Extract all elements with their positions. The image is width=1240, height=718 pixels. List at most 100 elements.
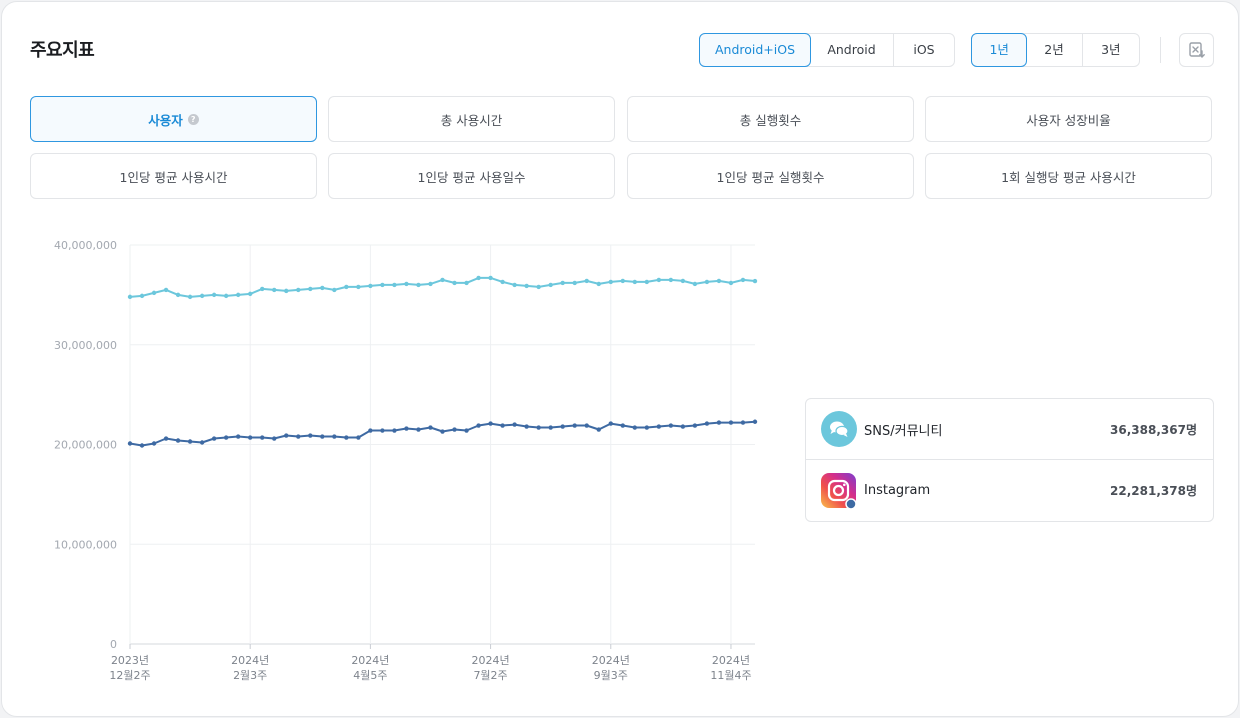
y-tick-label: 10,000,000 xyxy=(54,538,117,551)
data-point-instagram xyxy=(344,435,349,440)
period-option-2y[interactable]: 2년 xyxy=(1026,34,1083,66)
data-point-instagram xyxy=(596,427,601,432)
metric-tab-users[interactable]: 사용자 ? xyxy=(30,96,317,142)
metric-tab-user-growth-rate[interactable]: 사용자 성장비율 xyxy=(925,96,1212,142)
data-point-instagram xyxy=(536,425,541,430)
data-point-instagram xyxy=(644,425,650,430)
x-tick-label: 11월4주 xyxy=(710,669,751,682)
data-point-sns xyxy=(632,279,638,285)
x-tick-label: 2월3주 xyxy=(233,669,267,682)
legend-name: Instagram xyxy=(864,483,931,498)
data-point-instagram xyxy=(476,423,481,428)
data-point-sns xyxy=(524,283,529,289)
data-point-instagram xyxy=(272,436,277,441)
data-point-instagram xyxy=(320,434,325,439)
data-point-sns xyxy=(404,281,409,287)
metric-tab-total-launches[interactable]: 총 실행횟수 xyxy=(627,96,914,142)
metric-tab-total-usage-time[interactable]: 총 사용시간 xyxy=(328,96,615,142)
data-point-sns xyxy=(199,293,205,299)
legend-item-sns[interactable]: SNS/커뮤니티 36,388,367명 xyxy=(806,399,1213,460)
data-point-sns xyxy=(320,285,325,291)
metric-tab-label: 사용자 xyxy=(148,112,183,128)
data-point-instagram xyxy=(404,426,409,431)
data-point-instagram xyxy=(199,440,205,445)
data-point-instagram xyxy=(560,424,565,429)
x-tick-label: 7월2주 xyxy=(473,669,507,682)
data-point-sns xyxy=(464,280,469,286)
data-point-instagram xyxy=(572,423,577,428)
data-point-instagram xyxy=(356,435,361,440)
data-point-instagram xyxy=(223,435,229,440)
data-point-sns xyxy=(235,292,241,298)
os-option-android[interactable]: Android xyxy=(810,34,894,66)
data-point-sns xyxy=(740,277,746,283)
data-point-sns xyxy=(656,277,662,283)
data-point-instagram xyxy=(656,424,662,429)
period-option-1y[interactable]: 1년 xyxy=(971,33,1028,67)
data-point-instagram xyxy=(416,427,421,432)
data-point-instagram xyxy=(428,425,433,430)
data-point-instagram xyxy=(332,434,337,439)
data-point-instagram xyxy=(284,433,289,438)
data-point-instagram xyxy=(392,428,397,433)
data-point-instagram xyxy=(452,427,457,432)
os-option-android-ios[interactable]: Android+iOS xyxy=(699,33,811,67)
data-point-sns xyxy=(536,284,541,290)
data-point-instagram xyxy=(704,421,710,426)
data-point-instagram xyxy=(584,423,589,428)
data-point-instagram xyxy=(163,436,169,441)
data-point-instagram xyxy=(632,425,638,430)
users-line-chart: 0 10,000,000 20,000,000 30,000,000 40,000,00… xyxy=(54,239,758,682)
instagram-icon xyxy=(821,472,857,509)
period-option-3y[interactable]: 3년 xyxy=(1101,42,1121,57)
data-point-instagram xyxy=(235,434,241,439)
data-point-sns xyxy=(332,287,337,293)
x-tick-label: 2023년 xyxy=(111,654,149,667)
y-tick-label: 0 xyxy=(110,638,117,651)
y-tick-label: 30,000,000 xyxy=(54,339,117,352)
data-point-sns xyxy=(356,284,361,290)
y-tick-label: 40,000,000 xyxy=(54,239,117,252)
data-point-instagram xyxy=(260,435,265,440)
legend-value: 36,388,367명 xyxy=(1110,422,1197,437)
x-tick-label: 4월5주 xyxy=(353,669,387,682)
data-point-instagram xyxy=(608,421,613,426)
data-point-sns xyxy=(296,287,301,293)
data-point-sns xyxy=(644,279,650,285)
excel-download-button[interactable] xyxy=(1179,33,1214,67)
data-point-instagram xyxy=(368,428,373,433)
data-point-instagram xyxy=(692,423,698,428)
data-point-sns xyxy=(476,275,481,281)
data-point-sns xyxy=(452,280,457,286)
data-point-sns xyxy=(380,282,385,288)
data-point-instagram xyxy=(488,421,493,426)
metric-tab-avg-launches[interactable]: 1인당 평균 실행횟수 xyxy=(627,153,914,199)
page-title: 주요지표 xyxy=(30,40,95,61)
data-point-sns xyxy=(596,281,601,287)
metric-tab-avg-time-per-launch[interactable]: 1회 실행당 평균 사용시간 xyxy=(925,153,1212,199)
data-point-sns xyxy=(175,292,181,298)
os-option-ios[interactable]: iOS xyxy=(913,42,935,57)
data-point-instagram xyxy=(380,428,385,433)
data-point-instagram xyxy=(680,424,686,429)
x-tick-label: 2024년 xyxy=(712,654,750,667)
data-point-sns xyxy=(488,275,493,281)
data-point-instagram xyxy=(187,439,193,444)
metric-tab-avg-usage-days[interactable]: 1인당 평균 사용일수 xyxy=(328,153,615,199)
data-point-sns xyxy=(512,282,517,288)
data-point-instagram xyxy=(500,423,505,428)
data-point-sns xyxy=(272,287,277,293)
data-point-sns xyxy=(692,281,698,287)
metric-tab-avg-usage-time[interactable]: 1인당 평균 사용시간 xyxy=(30,153,317,199)
data-point-instagram xyxy=(728,420,734,425)
data-point-sns xyxy=(308,286,313,292)
legend-item-instagram[interactable]: Instagram 22,281,378명 xyxy=(806,460,1213,521)
help-icon[interactable]: ? xyxy=(187,113,199,125)
legend-name: SNS/커뮤니티 xyxy=(864,423,943,439)
data-point-instagram xyxy=(668,423,674,428)
data-point-sns xyxy=(392,282,397,288)
data-point-sns xyxy=(560,280,565,286)
data-point-sns xyxy=(572,280,577,286)
data-point-instagram xyxy=(524,424,529,429)
